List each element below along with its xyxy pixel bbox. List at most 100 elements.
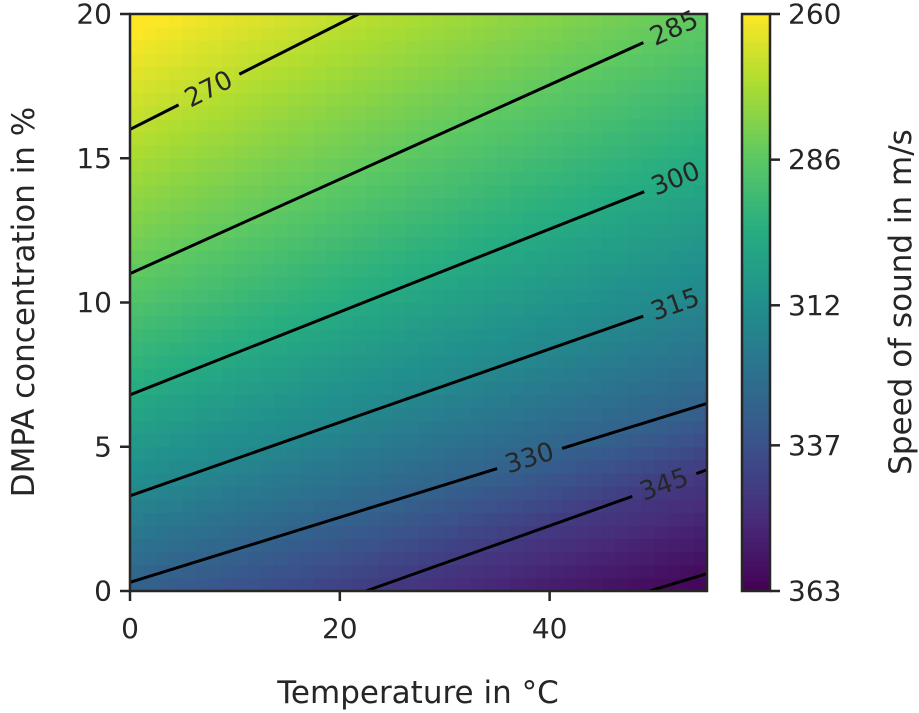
contour-fill-cell bbox=[287, 236, 302, 251]
contour-fill-cell bbox=[143, 302, 157, 317]
contour-fill-cell bbox=[392, 250, 406, 264]
colorbar-segment bbox=[742, 278, 770, 284]
contour-fill-cell bbox=[287, 538, 302, 553]
contour-fill-cell bbox=[497, 118, 511, 133]
colorbar-segment bbox=[742, 14, 770, 20]
contour-fill-cell bbox=[457, 236, 472, 251]
contour-fill-cell bbox=[444, 341, 459, 356]
contour-fill-cell bbox=[182, 433, 197, 448]
contour-fill-cell bbox=[379, 79, 393, 94]
colorbar-segment bbox=[742, 66, 770, 73]
contour-fill-cell bbox=[444, 184, 459, 199]
contour-fill-cell bbox=[326, 184, 341, 199]
contour-fill-cell bbox=[444, 105, 459, 120]
contour-fill-cell bbox=[641, 40, 656, 54]
contour-fill-cell bbox=[130, 328, 144, 343]
contour-fill-cell bbox=[221, 341, 236, 356]
contour-fill-cell bbox=[182, 459, 197, 474]
contour-fill-cell bbox=[274, 92, 288, 107]
contour-fill-cell bbox=[654, 158, 669, 172]
contour-fill-cell bbox=[313, 407, 328, 422]
contour-fill-cell bbox=[313, 276, 328, 290]
contour-fill-cell bbox=[221, 40, 236, 54]
contour-fill-cell bbox=[287, 289, 302, 304]
contour-fill-cell bbox=[549, 577, 564, 591]
contour-fill-cell bbox=[143, 236, 157, 251]
contour-fill-cell bbox=[261, 433, 275, 448]
contour-fill-cell bbox=[575, 394, 590, 409]
contour-fill-cell bbox=[379, 486, 393, 500]
contour-fill-cell bbox=[300, 368, 315, 382]
contour-fill-cell bbox=[444, 289, 459, 304]
contour-fill-cell bbox=[693, 538, 707, 553]
contour-fill-cell bbox=[523, 79, 538, 94]
colorbar-segment bbox=[742, 336, 770, 342]
contour-fill-cell bbox=[339, 236, 354, 251]
contour-fill-cell bbox=[130, 341, 144, 356]
contour-fill-cell bbox=[615, 118, 629, 133]
contour-fill-cell bbox=[392, 341, 406, 356]
contour-fill-cell bbox=[379, 263, 393, 277]
contour-fill-cell bbox=[457, 158, 472, 172]
contour-fill-cell bbox=[457, 79, 472, 94]
contour-fill-cell bbox=[392, 40, 406, 54]
contour-fill-cell bbox=[628, 446, 643, 461]
colorbar-segment bbox=[742, 379, 770, 385]
contour-fill-cell bbox=[379, 525, 393, 540]
contour-fill-cell bbox=[326, 250, 341, 264]
contour-fill-cell bbox=[444, 486, 459, 500]
contour-fill-cell bbox=[418, 223, 433, 238]
contour-fill-cell bbox=[221, 525, 236, 540]
contour-fill-cell bbox=[510, 459, 525, 474]
contour-fill-cell bbox=[130, 184, 144, 199]
contour-fill-cell bbox=[575, 171, 590, 186]
contour-fill-cell bbox=[169, 184, 184, 199]
contour-fill-cell bbox=[392, 210, 406, 225]
contour-fill-cell bbox=[261, 407, 275, 422]
contour-fill-cell bbox=[457, 315, 472, 330]
colorbar-segment bbox=[742, 110, 770, 116]
contour-fill-cell bbox=[130, 145, 144, 159]
contour-fill-cell bbox=[497, 577, 511, 591]
contour-fill-cell bbox=[261, 354, 275, 369]
contour-fill-cell bbox=[182, 302, 197, 317]
contour-fill-cell bbox=[182, 499, 197, 513]
contour-fill-cell bbox=[628, 171, 643, 186]
contour-fill-cell bbox=[313, 158, 328, 172]
contour-fill-cell bbox=[352, 551, 367, 566]
contour-fill-cell bbox=[470, 158, 485, 172]
contour-fill-cell bbox=[680, 276, 695, 290]
contour-fill-cell bbox=[352, 368, 367, 382]
colorbar-segment bbox=[742, 417, 770, 424]
contour-fill-cell bbox=[287, 577, 302, 591]
contour-fill-cell bbox=[536, 420, 551, 435]
contour-fill-cell bbox=[313, 236, 328, 251]
contour-fill-cell bbox=[300, 118, 315, 133]
contour-fill-cell bbox=[575, 538, 590, 553]
contour-fill-cell bbox=[169, 79, 184, 94]
contour-fill-cell bbox=[470, 210, 485, 225]
contour-fill-cell bbox=[628, 551, 643, 566]
contour-fill-cell bbox=[588, 276, 603, 290]
contour-fill-cell bbox=[628, 276, 643, 290]
contour-fill-cell bbox=[261, 158, 275, 172]
contour-fill-cell bbox=[221, 132, 236, 146]
contour-fill-cell bbox=[484, 184, 498, 199]
contour-fill-cell bbox=[143, 210, 157, 225]
contour-fill-cell bbox=[615, 302, 629, 317]
contour-fill-cell bbox=[287, 368, 302, 382]
contour-fill-cell bbox=[313, 105, 328, 120]
contour-fill-cell bbox=[693, 407, 707, 422]
contour-fill-cell bbox=[444, 368, 459, 382]
contour-fill-cell bbox=[339, 145, 354, 159]
contour-fill-cell bbox=[654, 302, 669, 317]
contour-fill-cell bbox=[457, 459, 472, 474]
contour-fill-cell bbox=[680, 354, 695, 369]
contour-fill-cell bbox=[313, 302, 328, 317]
contour-fill-cell bbox=[405, 538, 420, 553]
contour-fill-cell bbox=[457, 92, 472, 107]
contour-fill-cell bbox=[208, 263, 223, 277]
contour-fill-cell bbox=[602, 564, 616, 579]
contour-fill-cell bbox=[418, 250, 433, 264]
contour-fill-cell bbox=[379, 368, 393, 382]
